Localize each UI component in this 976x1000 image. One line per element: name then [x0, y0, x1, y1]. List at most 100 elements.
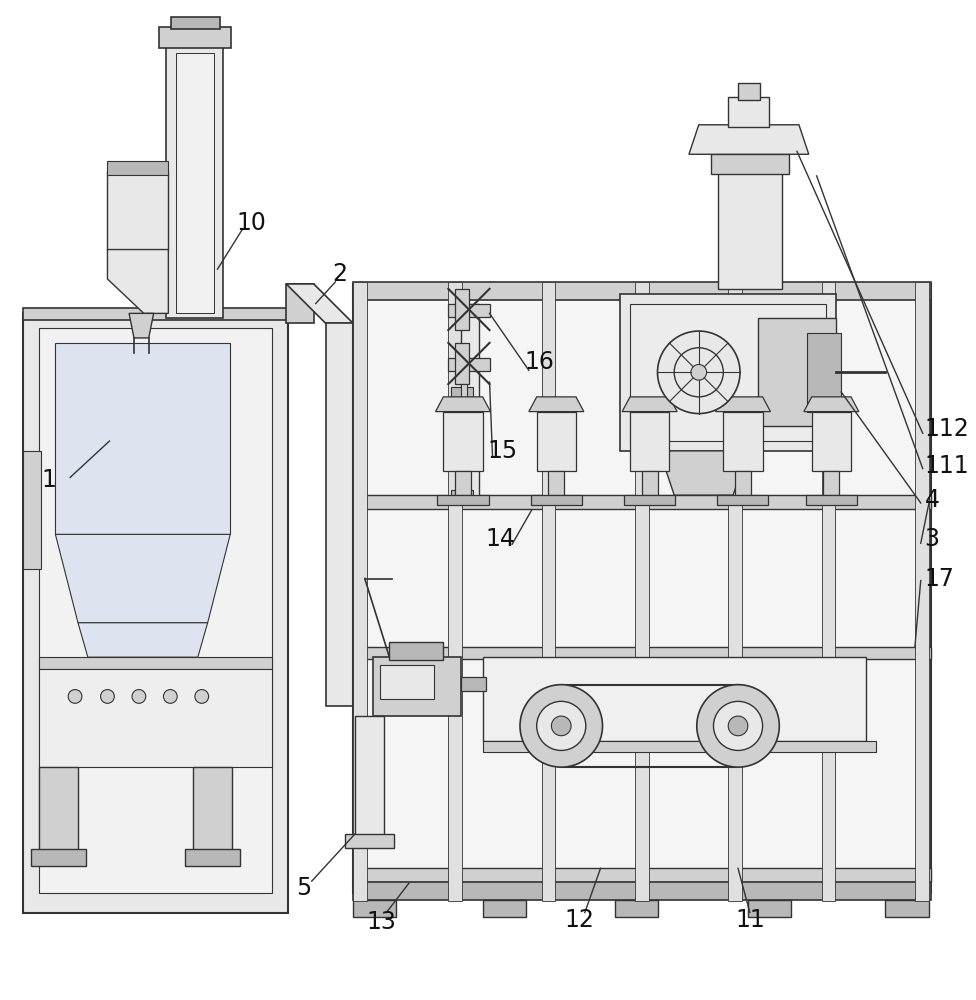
Bar [172, 17, 221, 29]
Circle shape [658, 331, 740, 414]
Bar [455, 471, 470, 495]
Text: 15: 15 [487, 439, 517, 463]
Bar [448, 282, 462, 901]
Bar [380, 665, 433, 699]
Circle shape [713, 701, 762, 750]
Bar [451, 387, 472, 397]
Bar [23, 308, 288, 320]
Bar [23, 313, 288, 913]
Bar [807, 333, 841, 412]
Circle shape [101, 690, 114, 703]
Bar [812, 412, 851, 471]
Circle shape [163, 690, 178, 703]
Text: 3: 3 [924, 527, 940, 551]
Circle shape [537, 701, 586, 750]
Bar [193, 767, 232, 856]
Bar [451, 456, 472, 466]
Circle shape [68, 690, 82, 703]
Bar [353, 495, 930, 509]
Bar [39, 767, 78, 856]
Text: 12: 12 [564, 908, 593, 932]
Text: 2: 2 [333, 262, 347, 286]
Bar [615, 900, 659, 917]
Bar [728, 282, 742, 901]
Text: 112: 112 [924, 417, 969, 441]
Bar [448, 358, 490, 371]
Bar [107, 161, 169, 175]
Circle shape [520, 685, 602, 767]
Text: 17: 17 [924, 567, 955, 591]
Bar [346, 834, 394, 848]
Bar [711, 154, 790, 174]
Bar [443, 412, 483, 471]
Bar [757, 318, 836, 426]
Bar [353, 882, 930, 900]
Bar [806, 495, 857, 505]
Text: 5: 5 [297, 876, 311, 900]
Bar [166, 43, 224, 318]
Bar [389, 642, 443, 660]
Bar [373, 657, 461, 716]
Polygon shape [286, 284, 353, 323]
Bar [455, 343, 468, 384]
Bar [23, 451, 41, 569]
Text: 13: 13 [367, 910, 396, 934]
Bar [537, 412, 576, 471]
Bar [822, 282, 835, 901]
Bar [620, 294, 836, 451]
Bar [353, 282, 367, 901]
Bar [824, 471, 839, 495]
Bar [451, 421, 472, 431]
Circle shape [691, 364, 707, 380]
Polygon shape [107, 250, 169, 313]
Bar [542, 282, 555, 901]
Bar [107, 171, 169, 250]
Bar [353, 282, 930, 300]
Bar [353, 647, 930, 659]
Polygon shape [129, 313, 153, 338]
Circle shape [551, 716, 571, 736]
Circle shape [697, 685, 779, 767]
Bar [642, 471, 658, 495]
Bar [353, 868, 930, 882]
Bar [483, 900, 526, 917]
Bar [461, 384, 467, 497]
Bar [717, 495, 768, 505]
Bar [915, 282, 928, 901]
Polygon shape [435, 397, 491, 412]
Bar [630, 412, 670, 471]
Bar [723, 412, 762, 471]
Polygon shape [56, 534, 230, 623]
Text: 16: 16 [525, 350, 554, 374]
Bar [728, 97, 769, 127]
Bar [483, 657, 866, 741]
Bar [31, 849, 86, 866]
Polygon shape [78, 623, 208, 657]
Circle shape [728, 716, 748, 736]
Bar [451, 490, 472, 500]
Polygon shape [715, 397, 770, 412]
Polygon shape [660, 451, 748, 495]
Text: 111: 111 [924, 454, 969, 478]
Bar [549, 471, 564, 495]
Polygon shape [529, 397, 584, 412]
Bar [448, 304, 490, 317]
Text: 10: 10 [237, 211, 266, 235]
Polygon shape [622, 397, 677, 412]
Bar [286, 284, 313, 323]
Bar [185, 849, 240, 866]
Bar [624, 495, 675, 505]
Bar [738, 83, 759, 100]
Bar [461, 304, 479, 500]
Bar [461, 677, 486, 691]
Bar [748, 900, 792, 917]
Bar [158, 27, 231, 48]
Bar [56, 343, 230, 534]
Circle shape [132, 690, 145, 703]
Bar [355, 716, 385, 844]
Bar [635, 282, 649, 901]
Bar [483, 741, 875, 752]
Text: 1: 1 [41, 468, 56, 492]
Bar [39, 657, 272, 669]
Text: 14: 14 [485, 527, 515, 551]
